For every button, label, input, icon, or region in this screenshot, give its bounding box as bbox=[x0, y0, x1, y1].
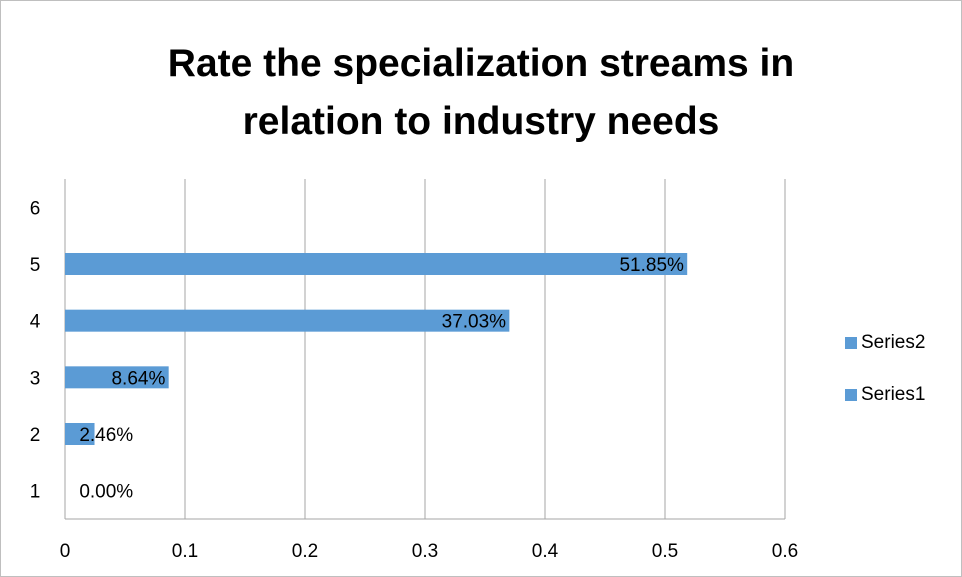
chart-title-line-1: Rate the specialization streams in bbox=[167, 42, 795, 85]
x-tick-label: 0.6 bbox=[772, 541, 798, 562]
legend: Series2 Series1 bbox=[845, 331, 925, 435]
x-tick-label: 0.5 bbox=[652, 541, 678, 562]
bar bbox=[65, 309, 510, 332]
legend-swatch-series2 bbox=[845, 337, 857, 349]
y-tick-label: 5 bbox=[30, 255, 41, 276]
data-label: 51.85% bbox=[619, 255, 684, 276]
legend-label-series2: Series2 bbox=[861, 332, 926, 353]
data-label: 2.46% bbox=[79, 425, 133, 446]
legend-label-series1: Series1 bbox=[861, 384, 926, 405]
x-tick-label: 0.4 bbox=[532, 541, 559, 562]
data-label: 8.64% bbox=[111, 368, 165, 389]
y-tick-label: 2 bbox=[30, 425, 41, 446]
bar bbox=[65, 423, 95, 445]
y-tick-label: 6 bbox=[30, 198, 41, 219]
legend-item-series2: Series2 bbox=[845, 331, 925, 355]
bar bbox=[65, 366, 169, 389]
chart-title-line-2: relation to industry needs bbox=[242, 100, 720, 143]
legend-swatch-series1 bbox=[845, 389, 857, 401]
x-tick-label: 0.3 bbox=[412, 541, 438, 562]
y-tick-label: 3 bbox=[30, 368, 41, 389]
data-label: 37.03% bbox=[442, 312, 507, 333]
x-tick-label: 0.1 bbox=[172, 541, 198, 562]
y-tick-label: 4 bbox=[30, 312, 41, 333]
data-label: 0.00% bbox=[79, 482, 133, 503]
chart-title: Rate the specialization streams in relat… bbox=[1, 35, 961, 151]
legend-item-series1: Series1 bbox=[845, 383, 925, 407]
x-tick-label: 0.2 bbox=[292, 541, 318, 562]
x-tick-label: 0 bbox=[60, 541, 71, 562]
bar bbox=[65, 253, 688, 275]
y-tick-label: 1 bbox=[30, 482, 41, 503]
